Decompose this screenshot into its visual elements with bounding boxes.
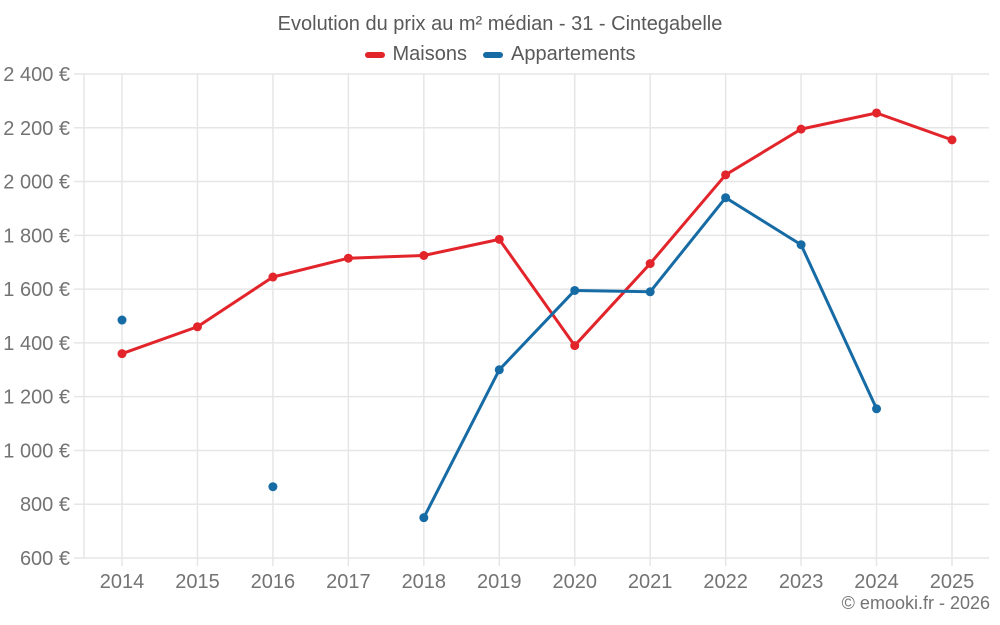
svg-text:2023: 2023	[779, 571, 824, 593]
svg-text:1 600 €: 1 600 €	[3, 279, 70, 301]
appartements-series-marker-icon	[482, 51, 503, 58]
svg-text:2024: 2024	[854, 571, 899, 593]
svg-text:2017: 2017	[326, 571, 371, 593]
svg-text:600 €: 600 €	[20, 548, 70, 570]
chart-title: Evolution du prix au m² médian - 31 - Ci…	[277, 13, 723, 35]
svg-text:2018: 2018	[402, 571, 447, 593]
svg-text:2 000 €: 2 000 €	[3, 172, 70, 194]
svg-text:2019: 2019	[477, 571, 522, 593]
chart-legend: Maisons Appartements	[0, 43, 1000, 66]
svg-text:2 400 €: 2 400 €	[3, 64, 70, 86]
credit-text: © emooki.fr - 2026	[841, 593, 990, 613]
svg-text:1 800 €: 1 800 €	[3, 225, 70, 247]
svg-text:1 400 €: 1 400 €	[3, 333, 70, 355]
legend-label-appartements: Appartements	[510, 43, 636, 65]
svg-text:1 200 €: 1 200 €	[3, 387, 70, 409]
svg-text:2015: 2015	[175, 571, 220, 593]
svg-text:2020: 2020	[552, 571, 597, 593]
legend-item-appartements[interactable]: Appartements	[482, 43, 636, 66]
svg-text:800 €: 800 €	[20, 494, 70, 516]
svg-text:2016: 2016	[251, 571, 296, 593]
svg-text:2021: 2021	[628, 571, 673, 593]
svg-text:1 000 €: 1 000 €	[3, 440, 70, 462]
legend-label-maisons: Maisons	[392, 43, 467, 65]
svg-text:2022: 2022	[703, 571, 748, 593]
maisons-series-marker-icon	[364, 51, 385, 58]
svg-text:2 200 €: 2 200 €	[3, 118, 70, 140]
legend-item-maisons[interactable]: Maisons	[364, 43, 467, 66]
svg-text:2014: 2014	[100, 571, 145, 593]
svg-text:2025: 2025	[930, 571, 975, 593]
